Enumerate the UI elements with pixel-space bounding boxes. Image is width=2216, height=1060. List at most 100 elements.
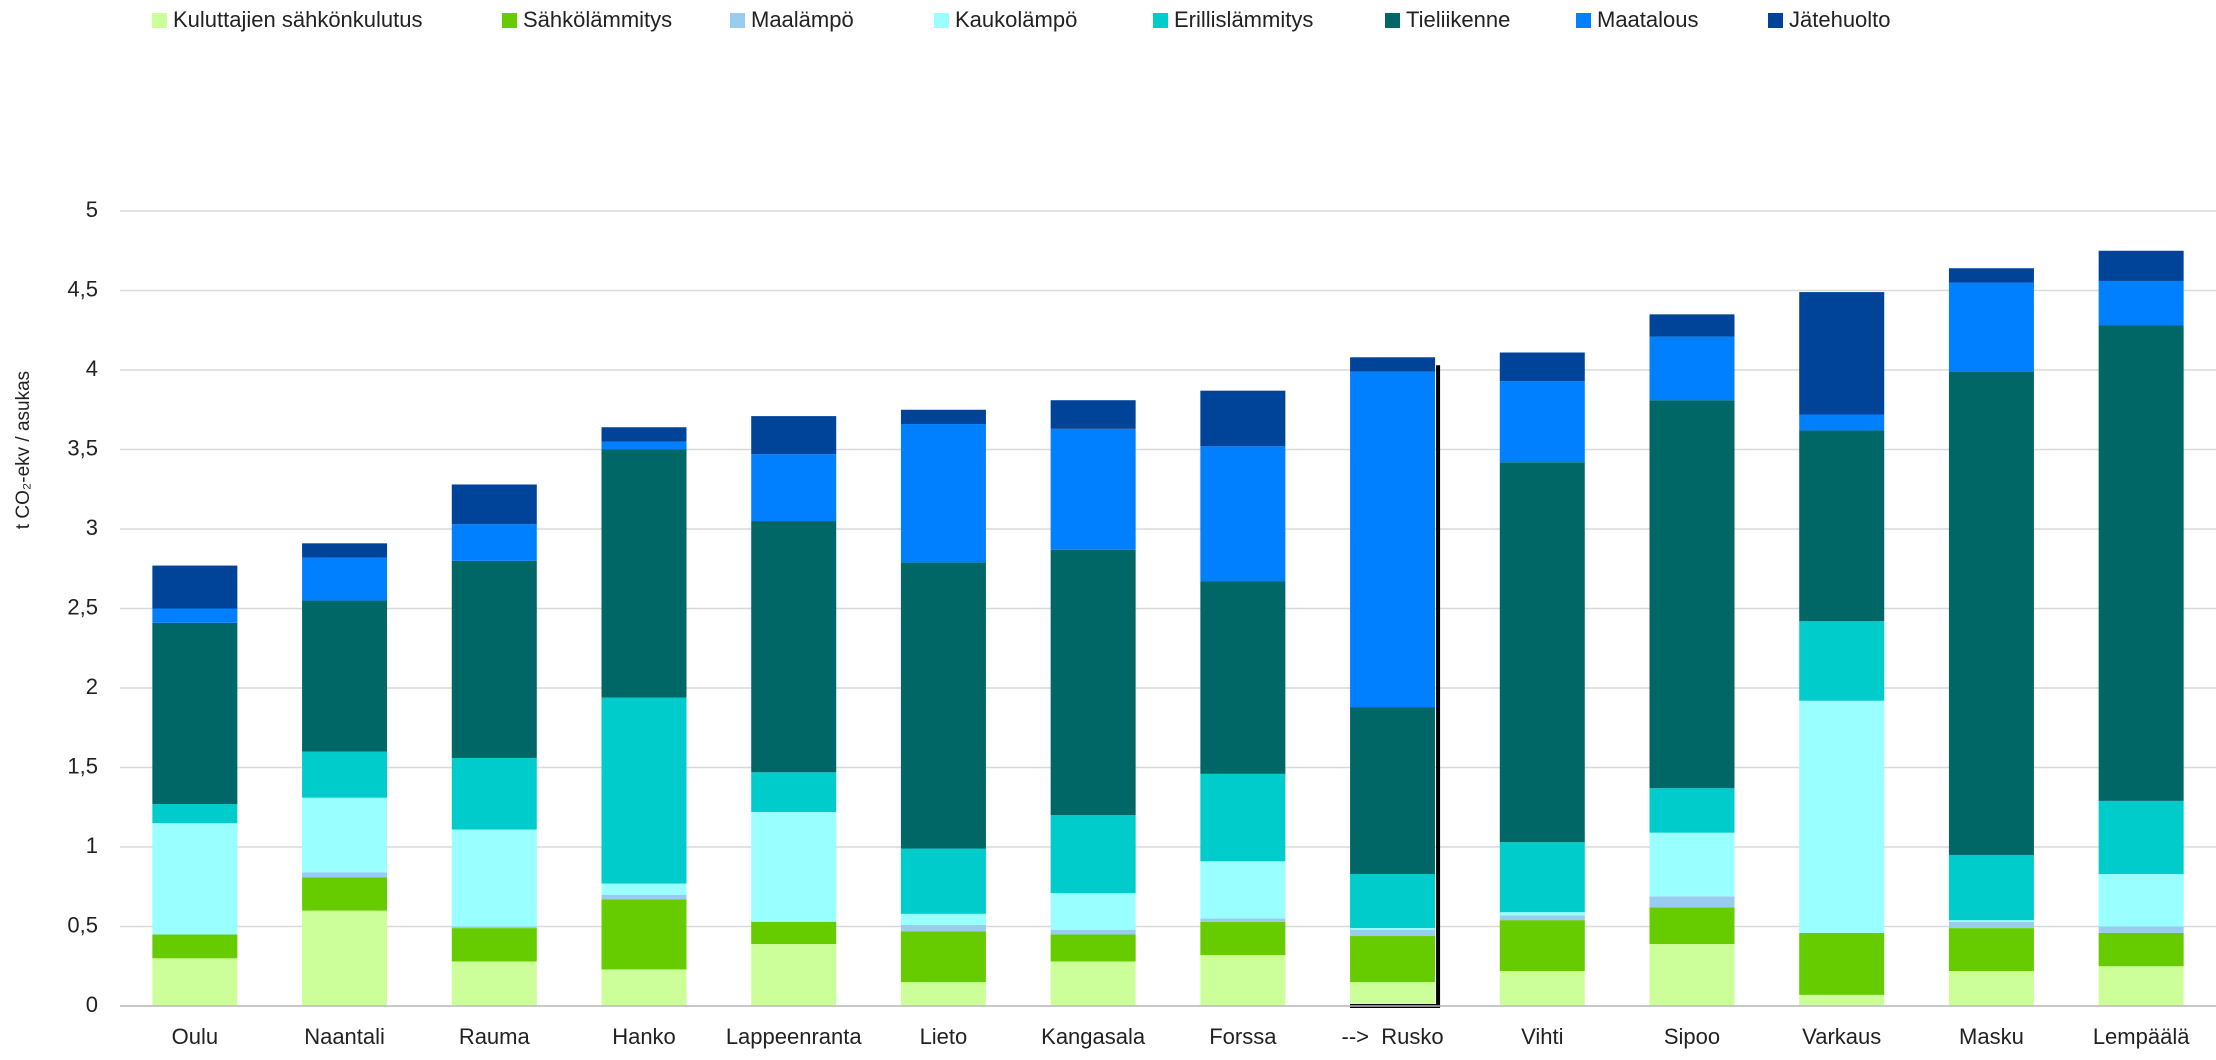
x-tick-label: Varkaus <box>1802 1024 1881 1049</box>
x-tick-label: --> Rusko <box>1342 1024 1444 1049</box>
bar-segment <box>451 926 537 929</box>
bar-segment <box>1200 918 1286 922</box>
bar-segment <box>1050 934 1136 962</box>
bar-segment <box>152 608 238 623</box>
x-tick-label: Lempäälä <box>2093 1024 2190 1049</box>
bar-segment <box>1350 707 1436 875</box>
bar-segment <box>900 424 986 563</box>
bar-segment <box>751 943 837 1006</box>
bar-segment <box>900 562 986 849</box>
bar-segment <box>2098 800 2184 875</box>
bar-segment <box>1499 912 1585 916</box>
x-tick-label: Lappeenranta <box>726 1024 863 1049</box>
legend-swatch <box>502 13 517 28</box>
y-tick-label: 3,5 <box>67 435 98 460</box>
bar-segment <box>1799 700 1885 933</box>
bar-segment <box>601 697 687 884</box>
x-tick-label: Kangasala <box>1041 1024 1146 1049</box>
bar-segment <box>451 524 537 561</box>
legend-swatch <box>1576 13 1591 28</box>
bar-segment <box>1200 921 1286 956</box>
y-tick-label: 1 <box>86 833 98 858</box>
bar-segment <box>1350 357 1436 372</box>
legend-swatch <box>1768 13 1783 28</box>
x-tick-label: Sipoo <box>1664 1024 1720 1049</box>
bar-segment <box>1499 920 1585 972</box>
bar-segment <box>900 848 986 914</box>
bar-segment <box>751 812 837 922</box>
x-tick-label: Naantali <box>304 1024 385 1049</box>
bar-segment <box>152 804 238 824</box>
bar-segment <box>1948 371 2034 855</box>
y-tick-label: 2 <box>86 674 98 699</box>
bar-segment <box>1200 390 1286 447</box>
bar-segment <box>1200 861 1286 919</box>
bar-segment <box>302 557 388 601</box>
bar-segment <box>1948 921 2034 929</box>
bar-segment <box>2098 966 2184 1006</box>
y-tick-label: 5 <box>86 197 98 222</box>
bar-segment <box>302 797 388 873</box>
bar-segment <box>1799 430 1885 622</box>
x-tick-label: Oulu <box>172 1024 218 1049</box>
bar-segment <box>751 921 837 944</box>
legend-label: Maalämpö <box>751 7 854 32</box>
bar-segment <box>1499 971 1585 1006</box>
bar-segment <box>152 565 238 609</box>
bar-segment <box>2098 280 2184 326</box>
bar-segment <box>1200 446 1286 582</box>
bar-segment <box>302 910 388 1006</box>
bar-segment <box>1050 929 1136 935</box>
bar-segment <box>1649 336 1735 401</box>
bar-segment <box>2098 874 2184 927</box>
bar-segment <box>900 409 986 425</box>
bar-segment <box>451 961 537 1006</box>
legend-label: Tieliikenne <box>1406 7 1510 32</box>
bar-segment <box>1499 352 1585 382</box>
bar-segment <box>601 427 687 442</box>
bar-segment <box>1799 994 1885 1006</box>
y-tick-label: 3 <box>86 515 98 540</box>
legend-label: Erillislämmitys <box>1174 7 1313 32</box>
bar-segment <box>1350 371 1436 708</box>
bar-segment <box>1948 282 2034 372</box>
legend-label: Jätehuolto <box>1789 7 1891 32</box>
bar-segment <box>1499 842 1585 913</box>
bar-segment <box>451 928 537 962</box>
bar-segment <box>1350 928 1436 930</box>
bar-segment <box>751 772 837 813</box>
bar-segment <box>152 958 238 1006</box>
bar-segment <box>451 484 537 525</box>
bar-segment <box>451 829 537 927</box>
legend-label: Kaukolämpö <box>955 7 1077 32</box>
x-tick-label: Masku <box>1959 1024 2024 1049</box>
bar-segment <box>152 823 238 935</box>
bar-segment <box>1350 982 1436 1006</box>
bar-segment <box>900 913 986 925</box>
bar-segment <box>2098 250 2184 281</box>
bar-segment <box>302 872 388 878</box>
bar-segment <box>1649 400 1735 789</box>
bar-segment <box>2098 932 2184 967</box>
bar-segment <box>2098 325 2184 801</box>
x-tick-label: Lieto <box>920 1024 968 1049</box>
bar-segment <box>601 883 687 895</box>
bar-segment <box>1948 920 2034 922</box>
bar-segment <box>1050 428 1136 550</box>
bar-segment <box>1649 907 1735 944</box>
bar-segment <box>1499 915 1585 921</box>
legend-label: Sähkölämmitys <box>523 7 672 32</box>
bar-segment <box>601 441 687 450</box>
legend-swatch <box>152 13 167 28</box>
legend-swatch <box>730 13 745 28</box>
bar-segment <box>1050 400 1136 429</box>
bar-segment <box>1799 292 1885 415</box>
bar-segment <box>1948 268 2034 283</box>
legend-label: Kuluttajien sähkönkulutus <box>173 7 423 32</box>
bar-segment <box>451 757 537 830</box>
bar-segment <box>1649 832 1735 897</box>
x-tick-label: Forssa <box>1209 1024 1277 1049</box>
bar-segment <box>302 600 388 752</box>
bar-segment <box>1649 896 1735 908</box>
